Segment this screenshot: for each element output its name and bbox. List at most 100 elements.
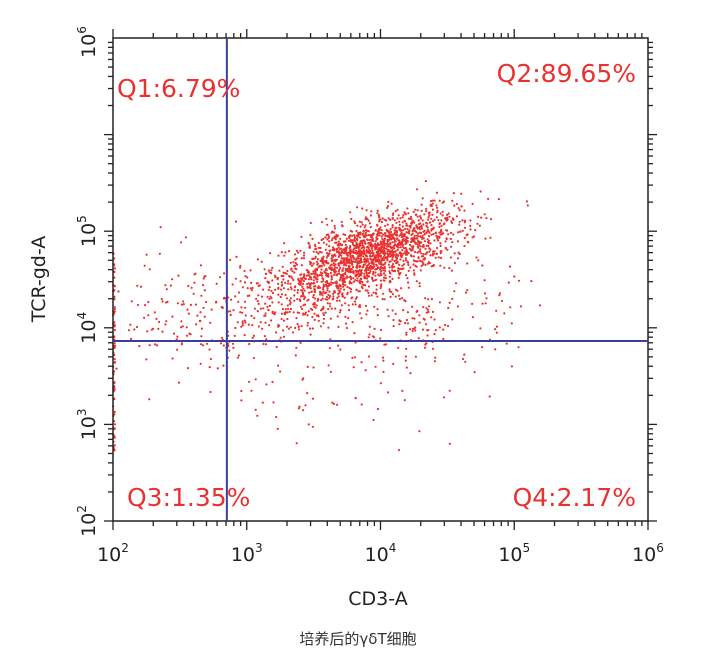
scatter-point <box>431 213 434 216</box>
scatter-point <box>354 297 358 300</box>
scatter-point <box>401 238 404 242</box>
scatter-point <box>338 283 341 286</box>
scatter-point <box>377 232 380 235</box>
scatter-point <box>405 248 408 251</box>
scatter-point <box>182 303 185 306</box>
scatter-point <box>309 333 312 336</box>
scatter-point <box>498 294 501 297</box>
scatter-point <box>342 251 345 255</box>
scatter-point <box>143 264 146 267</box>
scatter-point <box>401 297 404 300</box>
scatter-point <box>113 306 116 309</box>
scatter-point <box>164 284 167 287</box>
scatter-point <box>380 235 383 238</box>
quadrant-labels: Q1:6.79% Q2:89.65% Q3:1.35% Q4:2.17% <box>117 59 636 512</box>
scatter-point <box>190 286 193 289</box>
quadrant-label: Q1:6.79% <box>117 74 240 103</box>
scatter-point <box>297 407 300 410</box>
scatter-point <box>395 254 398 257</box>
scatter-point <box>407 281 410 284</box>
scatter-point <box>236 356 239 359</box>
scatter-point <box>372 273 375 276</box>
scatter-point <box>477 259 480 262</box>
scatter-point <box>353 239 356 242</box>
x-tick-label: 103 <box>231 541 263 566</box>
scatter-point <box>460 192 463 195</box>
scatter-point <box>387 253 390 256</box>
scatter-point <box>466 262 469 265</box>
scatter-point <box>370 210 373 213</box>
scatter-point <box>430 316 433 319</box>
scatter-point <box>277 301 280 304</box>
scatter-point <box>433 318 436 321</box>
scatter-point <box>215 301 218 304</box>
scatter-point <box>363 272 366 275</box>
scatter-point <box>289 326 292 329</box>
scatter-point <box>386 229 389 232</box>
scatter-point <box>344 302 347 305</box>
scatter-point <box>447 212 450 215</box>
scatter-point <box>300 325 303 328</box>
scatter-point <box>281 265 284 268</box>
scatter-point <box>148 398 151 401</box>
scatter-point <box>189 333 192 336</box>
scatter-point <box>279 295 282 299</box>
scatter-point <box>331 248 334 251</box>
scatter-point <box>359 225 362 228</box>
scatter-point <box>280 274 283 278</box>
scatter-point <box>327 275 330 278</box>
scatter-point <box>440 256 443 260</box>
scatter-point <box>339 287 342 290</box>
scatter-point <box>449 237 452 240</box>
scatter-point <box>291 331 295 334</box>
scatter-point <box>393 269 396 272</box>
scatter-point <box>297 277 300 281</box>
scatter-point <box>284 281 287 284</box>
scatter-point <box>489 236 492 239</box>
scatter-point <box>393 232 396 236</box>
scatter-point <box>159 226 162 229</box>
scatter-point <box>405 347 408 350</box>
scatter-point <box>451 318 454 321</box>
scatter-point <box>356 279 359 282</box>
scatter-point <box>358 281 361 284</box>
scatter-point <box>365 267 368 270</box>
scatter-point <box>519 305 523 308</box>
scatter-point <box>253 307 256 310</box>
scatter-point <box>336 244 339 247</box>
scatter-point <box>452 233 455 236</box>
scatter-point <box>419 235 422 238</box>
scatter-point <box>351 303 354 306</box>
scatter-point <box>263 314 266 317</box>
scatter-point <box>244 275 247 278</box>
scatter-point <box>389 246 392 249</box>
scatter-point <box>356 224 359 227</box>
scatter-point <box>495 331 498 334</box>
scatter-point <box>378 231 382 234</box>
scatter-point <box>264 302 267 305</box>
scatter-point <box>113 381 116 384</box>
scatter-point <box>289 307 292 311</box>
scatter-point <box>427 235 431 238</box>
scatter-point <box>306 299 309 302</box>
scatter-point <box>113 444 116 447</box>
scatter-point <box>359 257 362 260</box>
scatter-point <box>194 272 197 275</box>
scatter-point <box>397 294 400 297</box>
scatter-point <box>424 253 427 256</box>
scatter-point <box>259 321 262 324</box>
scatter-point <box>374 258 377 261</box>
scatter-point <box>334 307 337 310</box>
scatter-point <box>381 237 384 241</box>
scatter-point <box>307 291 311 294</box>
scatter-point <box>376 295 379 298</box>
scatter-point <box>364 218 367 221</box>
scatter-point <box>454 282 458 285</box>
scatter-point <box>316 278 319 281</box>
scatter-point <box>444 246 447 249</box>
scatter-point <box>229 313 232 317</box>
scatter-point <box>329 264 332 267</box>
scatter-point <box>241 320 244 323</box>
scatter-point <box>481 346 484 349</box>
scatter-point <box>386 245 389 248</box>
